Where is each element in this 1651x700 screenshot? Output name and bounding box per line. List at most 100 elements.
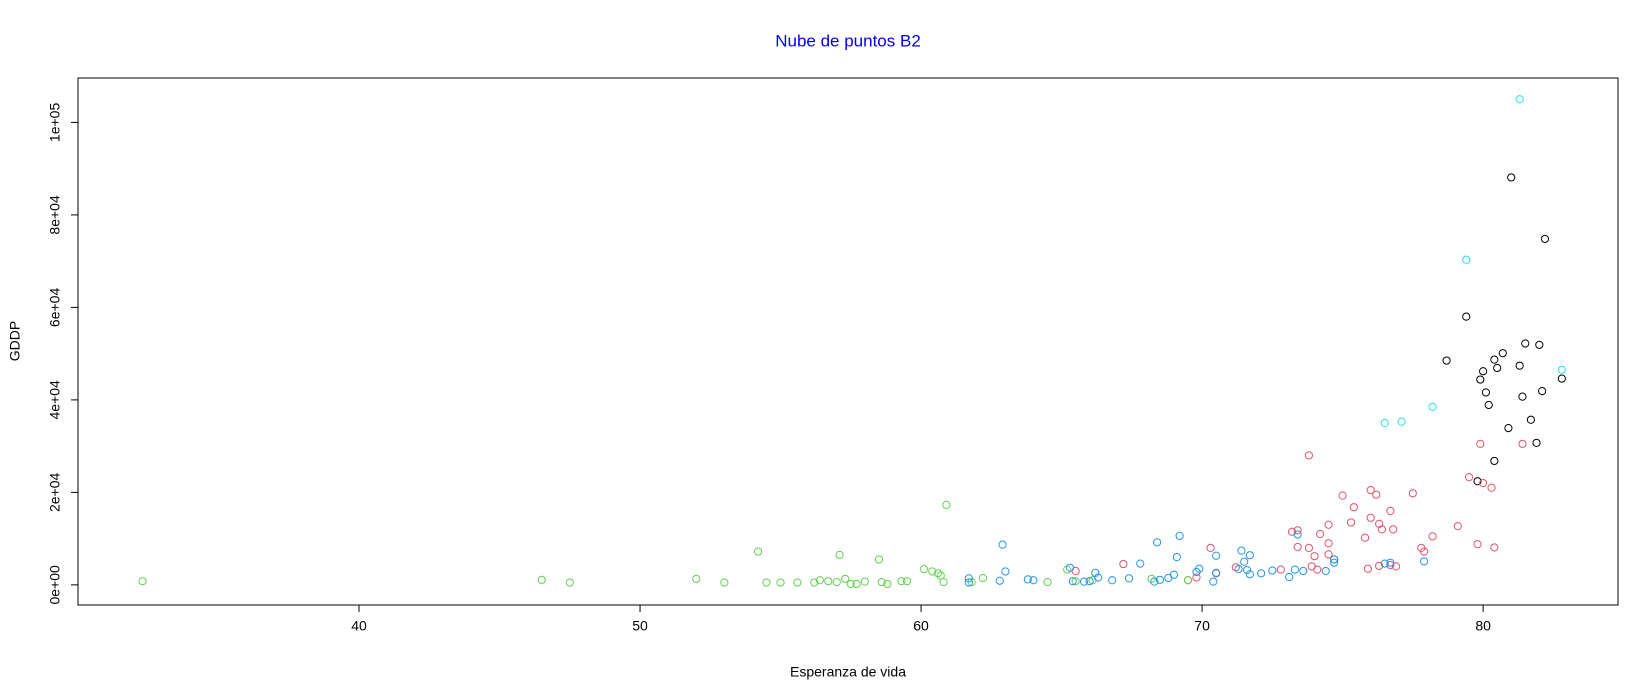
point bbox=[1172, 553, 1181, 562]
point bbox=[1476, 375, 1485, 384]
point bbox=[1386, 560, 1395, 570]
point bbox=[928, 567, 937, 576]
point bbox=[1147, 574, 1156, 583]
point bbox=[998, 540, 1007, 549]
point bbox=[1557, 374, 1566, 383]
point bbox=[1085, 577, 1094, 586]
point bbox=[1375, 561, 1384, 571]
point bbox=[1242, 565, 1252, 575]
point bbox=[1293, 526, 1302, 535]
point bbox=[1206, 543, 1215, 552]
point bbox=[1023, 575, 1032, 584]
point bbox=[995, 576, 1004, 585]
point bbox=[1464, 473, 1474, 482]
point bbox=[1293, 542, 1302, 552]
point bbox=[1479, 367, 1488, 376]
point bbox=[1389, 525, 1398, 534]
plot-frame bbox=[77, 77, 1619, 606]
chart-title: Nube de puntos B2 bbox=[775, 31, 921, 50]
y-tick-label: 8e+04 bbox=[47, 195, 63, 235]
point bbox=[1487, 483, 1496, 492]
point bbox=[1363, 564, 1372, 573]
point bbox=[1268, 566, 1277, 575]
point bbox=[964, 578, 973, 587]
point bbox=[1442, 356, 1451, 365]
y-tick-label: 1e+05 bbox=[47, 103, 63, 143]
point bbox=[1124, 574, 1134, 583]
point bbox=[1245, 551, 1254, 560]
point bbox=[793, 578, 802, 587]
point bbox=[1372, 490, 1381, 499]
point bbox=[815, 576, 824, 585]
point bbox=[1071, 577, 1080, 586]
point bbox=[537, 575, 546, 584]
point bbox=[1453, 522, 1462, 531]
point bbox=[1183, 576, 1193, 585]
point bbox=[1079, 577, 1089, 586]
y-tick-label: 6e+04 bbox=[47, 288, 63, 328]
point bbox=[1498, 349, 1507, 358]
point bbox=[1316, 529, 1325, 539]
point bbox=[1380, 559, 1389, 568]
point bbox=[1493, 363, 1502, 373]
point bbox=[1476, 439, 1485, 448]
point bbox=[933, 569, 943, 578]
point bbox=[1209, 577, 1218, 586]
point bbox=[1518, 392, 1527, 401]
point bbox=[1462, 255, 1471, 264]
point bbox=[1153, 538, 1162, 547]
x-tick-label: 40 bbox=[351, 618, 367, 634]
point bbox=[1192, 573, 1201, 582]
point bbox=[1299, 566, 1308, 576]
x-tick-label: 60 bbox=[913, 618, 929, 634]
point bbox=[1091, 568, 1100, 577]
point bbox=[1419, 547, 1429, 556]
point bbox=[1304, 543, 1313, 552]
point bbox=[1001, 567, 1010, 576]
point bbox=[1043, 578, 1052, 587]
point bbox=[1386, 506, 1395, 515]
point bbox=[762, 578, 771, 587]
point bbox=[902, 577, 912, 586]
point bbox=[1324, 550, 1333, 559]
point bbox=[1195, 564, 1204, 573]
point bbox=[1521, 339, 1530, 348]
point bbox=[1375, 519, 1384, 528]
point bbox=[964, 574, 973, 583]
point bbox=[1330, 558, 1339, 567]
point bbox=[1377, 525, 1387, 534]
point bbox=[138, 577, 147, 586]
point bbox=[1068, 577, 1077, 586]
point bbox=[1108, 576, 1117, 585]
point bbox=[753, 547, 763, 556]
point bbox=[1313, 565, 1322, 574]
point bbox=[1136, 559, 1145, 568]
point bbox=[1155, 575, 1165, 584]
point bbox=[1504, 424, 1513, 433]
point bbox=[835, 550, 844, 559]
point bbox=[897, 577, 906, 586]
point bbox=[1324, 520, 1333, 529]
point bbox=[1321, 566, 1330, 576]
point bbox=[1462, 312, 1471, 321]
point bbox=[1473, 477, 1482, 486]
point bbox=[1557, 365, 1566, 374]
x-tick-label: 70 bbox=[1194, 618, 1210, 634]
point bbox=[1481, 388, 1491, 397]
point bbox=[1175, 531, 1184, 540]
point bbox=[1484, 400, 1493, 410]
x-tick-label: 50 bbox=[632, 618, 648, 634]
point bbox=[1490, 355, 1499, 364]
point bbox=[883, 579, 892, 589]
point bbox=[1290, 565, 1299, 574]
point bbox=[1518, 439, 1527, 448]
point bbox=[1535, 340, 1544, 349]
point bbox=[720, 578, 729, 587]
point bbox=[1304, 451, 1313, 460]
point bbox=[1330, 555, 1339, 564]
point bbox=[1338, 491, 1347, 500]
point bbox=[841, 574, 850, 583]
x-axis-label: Esperanza de vida bbox=[790, 664, 906, 680]
point bbox=[1490, 456, 1499, 466]
